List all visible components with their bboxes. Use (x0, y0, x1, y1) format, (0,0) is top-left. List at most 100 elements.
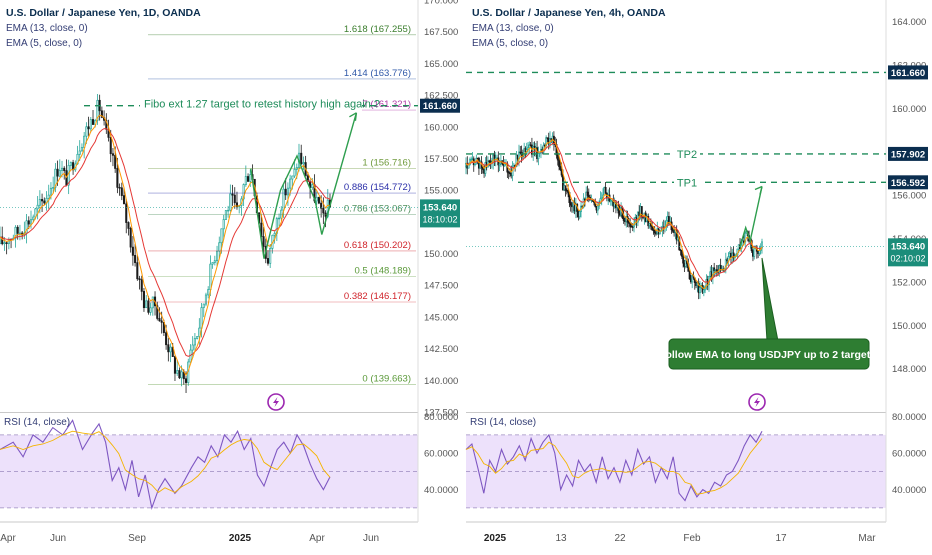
candle-body (242, 184, 245, 200)
price-tick-label: 150.000 (424, 249, 458, 260)
fib-level-label: 0 (139.663) (362, 374, 411, 385)
candle-body (125, 203, 128, 223)
history-high-price-badge (420, 98, 460, 113)
price-tick-label: 142.500 (424, 344, 458, 355)
time-tick-label: Sep (128, 533, 146, 544)
ema-5-line (465, 138, 763, 290)
candle-body (627, 221, 630, 224)
target-price-badge (888, 146, 928, 161)
candle-body (191, 344, 194, 351)
price-tick-label: 152.000 (892, 277, 926, 288)
price-tick-label: 137.500 (424, 408, 458, 419)
candle-body (87, 126, 90, 130)
candle-body (0, 236, 2, 244)
candle-body (300, 152, 303, 165)
candle-body (569, 202, 572, 206)
candle-body (169, 346, 172, 353)
candle-body (78, 150, 81, 155)
candle-body (47, 194, 50, 199)
candle-body (306, 175, 309, 182)
candle-body (54, 168, 57, 188)
candle-body (604, 187, 607, 194)
candle-body (702, 289, 705, 293)
candle-body (120, 187, 123, 196)
candle-body (493, 154, 496, 160)
candle-body (134, 254, 137, 264)
candle-body (724, 259, 727, 269)
target-price-badge (888, 175, 928, 190)
candle-body (558, 159, 561, 167)
current-price-text: 153.640 (891, 241, 925, 252)
candle-body (578, 211, 581, 218)
price-tick-label: 164.000 (892, 17, 926, 28)
candle-body (80, 147, 83, 152)
candle-body (224, 210, 227, 220)
projection-path (250, 112, 358, 259)
candle-body (145, 300, 148, 309)
candle-body (52, 187, 55, 189)
candle-body (691, 275, 694, 283)
price-tick-label: 157.500 (424, 154, 458, 165)
candle-body (122, 195, 126, 205)
time-tick-label: Jun (50, 533, 66, 544)
history-high-price-badge (888, 65, 928, 80)
price-tick-label: 160.000 (892, 104, 926, 115)
candle-body (1, 236, 4, 245)
annotation-backdrop (140, 95, 362, 112)
candle-body (278, 217, 281, 220)
candle-body (647, 216, 650, 227)
rsi-ma-line (465, 438, 763, 495)
candle-body (100, 110, 103, 118)
candle-body (32, 216, 35, 220)
rsi-tick-label: 60.0000 (892, 449, 926, 460)
candle-body (326, 199, 329, 217)
candle-body (60, 167, 64, 171)
candle-body (289, 178, 292, 189)
candle-body (231, 193, 234, 196)
price-tick-label: 147.500 (424, 281, 458, 292)
candle-body (249, 174, 252, 182)
price-tick-label: 140.000 (424, 376, 458, 387)
candle-body (36, 204, 39, 210)
candle-body (27, 220, 30, 225)
candle-body (202, 303, 205, 308)
candle-body (109, 137, 112, 155)
candle-body (282, 188, 285, 211)
history-high-price-text: 161.660 (423, 101, 457, 112)
candle-body (753, 248, 756, 257)
candle-body (636, 211, 639, 223)
candle-body (682, 255, 685, 264)
fib-level-label: 0.786 (153.067) (344, 204, 411, 215)
price-tick-label: 148.000 (892, 364, 926, 375)
candle-body (16, 226, 19, 234)
candle-body (49, 187, 52, 196)
candle-body (29, 219, 33, 225)
candle-body (204, 294, 208, 305)
rsi-label: RSI (14, close) (4, 417, 70, 428)
fib-level-label: 1 (156.716) (362, 157, 411, 168)
rsi-tick-label: 60.0000 (424, 449, 458, 460)
candle-body (732, 252, 735, 259)
candle-body (629, 223, 632, 227)
candle-body (713, 267, 716, 271)
candle-body (185, 378, 188, 383)
candle-body (200, 307, 203, 329)
candle-body (273, 232, 276, 236)
price-tick-label: 160.000 (424, 122, 458, 133)
fib-level-label: 1.27 (161.321) (349, 99, 411, 110)
candle-body (41, 199, 44, 202)
chart-title: U.S. Dollar / Japanese Yen, 4h, OANDA (472, 7, 666, 19)
candle-body (96, 99, 99, 121)
candle-body (235, 202, 239, 208)
candle-body (671, 229, 674, 232)
target-label-backdrop (674, 145, 700, 160)
candle-body (149, 307, 152, 313)
fib-level-label: 0.382 (146.177) (344, 291, 411, 302)
candle-body (559, 166, 562, 170)
candle-body (56, 168, 59, 177)
candle-body (211, 262, 214, 265)
countdown-text: 18:10:02 (422, 214, 457, 224)
candle-body (14, 226, 17, 239)
